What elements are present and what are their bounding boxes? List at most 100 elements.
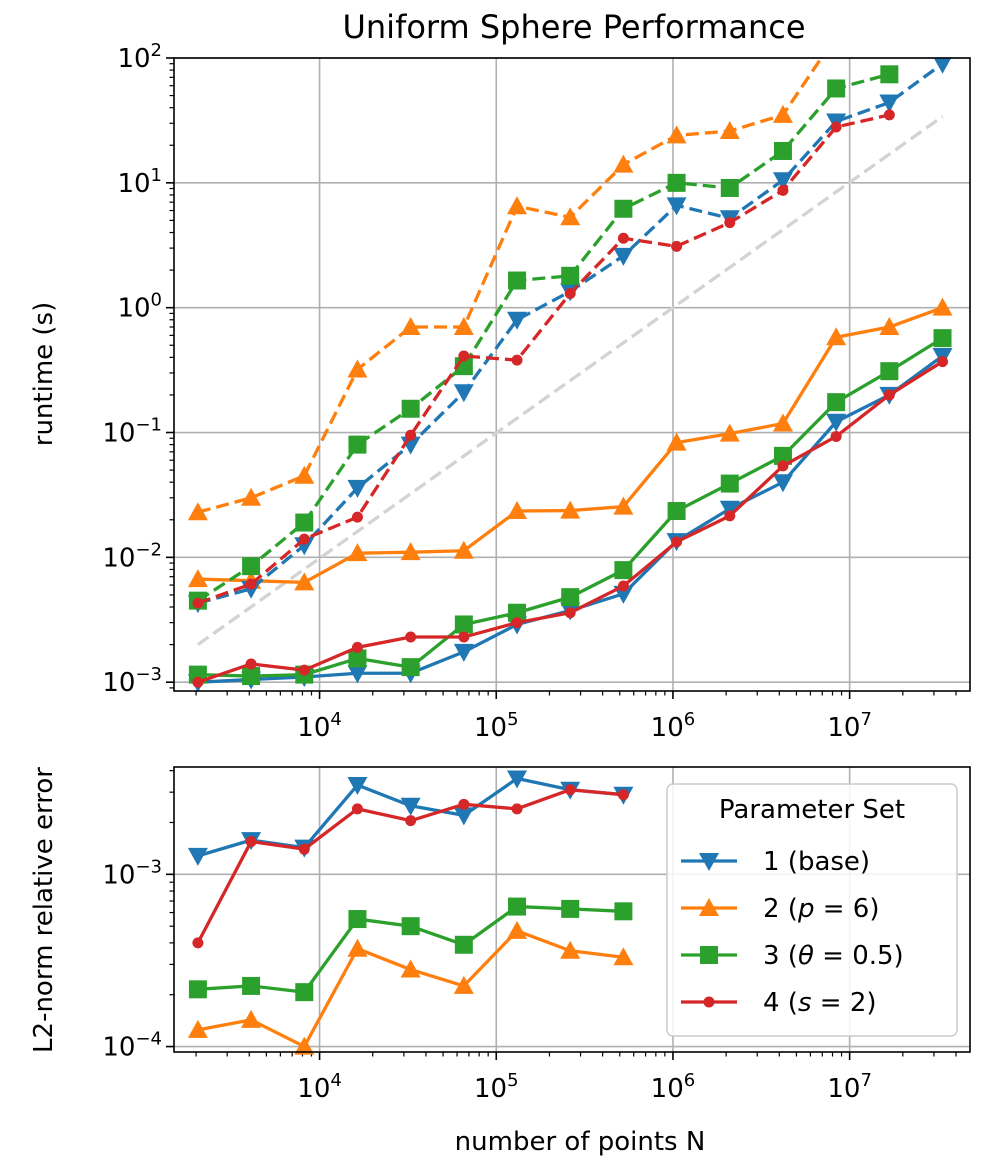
legend-entry-2: 2 (p = 6) bbox=[681, 894, 879, 924]
data-point bbox=[772, 413, 793, 432]
data-point bbox=[614, 199, 633, 218]
data-point bbox=[511, 354, 523, 366]
y-tick-label: 10−4 bbox=[102, 1029, 162, 1063]
chart-title: Uniform Sphere Performance bbox=[342, 8, 805, 46]
runtime-series-4-s-2-dashed-line bbox=[197, 113, 890, 605]
data-point bbox=[400, 959, 421, 978]
x-tick-label: 107 bbox=[827, 709, 872, 743]
data-point bbox=[400, 317, 421, 336]
data-point bbox=[826, 327, 847, 346]
data-point bbox=[508, 271, 527, 290]
data-point bbox=[617, 232, 629, 244]
data-point bbox=[401, 917, 420, 936]
data-point bbox=[667, 173, 686, 192]
legend-entry-4: 4 (s = 2) bbox=[681, 988, 877, 1018]
data-point bbox=[719, 500, 740, 519]
data-point bbox=[454, 935, 473, 954]
data-point bbox=[507, 311, 528, 330]
legend-swatch-marker bbox=[699, 853, 719, 871]
y-tick-label: 10−1 bbox=[102, 415, 162, 449]
data-point bbox=[348, 435, 367, 454]
data-point bbox=[932, 297, 953, 316]
data-point bbox=[187, 847, 208, 866]
data-point bbox=[666, 197, 687, 216]
legend-label: 3 (θ = 0.5) bbox=[763, 941, 904, 971]
legend-entry-1: 1 (base) bbox=[681, 847, 870, 877]
data-point bbox=[933, 329, 952, 348]
data-point bbox=[560, 207, 581, 226]
data-point bbox=[188, 980, 207, 999]
runtime-series-4-s-2-dashed bbox=[192, 109, 895, 609]
data-point bbox=[879, 94, 900, 113]
data-point bbox=[294, 1036, 315, 1055]
runtime-plot: 10−3 10−2 10−1 100 101 102 104 105 106 107 bbox=[102, 40, 971, 743]
data-point bbox=[671, 536, 683, 548]
data-point bbox=[937, 356, 949, 368]
data-point bbox=[458, 631, 470, 643]
data-point bbox=[245, 658, 257, 670]
data-point bbox=[826, 413, 847, 432]
legend-swatch-marker bbox=[700, 946, 718, 964]
error-series-3-0-5 bbox=[188, 897, 633, 1002]
legend-swatch-marker bbox=[699, 898, 719, 916]
data-point bbox=[724, 510, 736, 522]
data-point bbox=[561, 266, 580, 285]
data-point bbox=[883, 109, 895, 121]
y-tick-label: 102 bbox=[117, 40, 162, 74]
y-tick-label: 10−2 bbox=[102, 539, 162, 573]
data-point bbox=[772, 474, 793, 493]
data-point bbox=[351, 803, 363, 815]
data-point bbox=[453, 975, 474, 994]
data-point bbox=[294, 572, 315, 591]
data-point bbox=[187, 502, 208, 521]
error-xlabel: number of points N bbox=[455, 1127, 706, 1157]
runtime-ticks: 10−3 10−2 10−1 100 101 102 104 105 106 107 bbox=[102, 40, 957, 743]
data-point bbox=[192, 676, 204, 688]
data-point bbox=[720, 178, 739, 197]
data-point bbox=[614, 902, 633, 921]
data-point bbox=[613, 247, 634, 266]
error-series-4-s-2 bbox=[192, 784, 629, 949]
data-point bbox=[772, 104, 793, 123]
data-point bbox=[719, 423, 740, 442]
data-point bbox=[564, 784, 576, 796]
error-ylabel: L2-norm relative error bbox=[29, 767, 59, 1053]
reference-line bbox=[196, 115, 944, 646]
data-point bbox=[295, 983, 314, 1002]
data-point bbox=[511, 803, 523, 815]
y-tick-label: 10−3 bbox=[102, 664, 162, 698]
data-point bbox=[667, 502, 686, 521]
data-point bbox=[511, 617, 523, 629]
data-point bbox=[347, 665, 368, 684]
data-point bbox=[564, 607, 576, 619]
data-point bbox=[777, 460, 789, 472]
data-point bbox=[351, 511, 363, 523]
data-point bbox=[561, 899, 580, 918]
data-point bbox=[772, 172, 793, 191]
data-point bbox=[241, 487, 262, 506]
y-tick-label: 100 bbox=[117, 290, 162, 324]
legend-box bbox=[666, 783, 958, 1037]
data-point bbox=[507, 501, 528, 520]
error-series bbox=[187, 770, 634, 1055]
data-point bbox=[773, 141, 792, 160]
data-point bbox=[405, 631, 417, 643]
data-point bbox=[347, 777, 368, 796]
data-point bbox=[564, 287, 576, 299]
data-point bbox=[192, 597, 204, 609]
x-tick-label: 104 bbox=[297, 1070, 342, 1104]
data-point bbox=[241, 1009, 262, 1028]
data-point bbox=[347, 938, 368, 957]
data-point bbox=[666, 125, 687, 144]
data-point bbox=[827, 393, 846, 412]
data-point bbox=[187, 1019, 208, 1038]
legend-label: 2 (p = 6) bbox=[763, 894, 879, 924]
x-tick-label: 105 bbox=[474, 1070, 519, 1104]
data-point bbox=[507, 770, 528, 789]
data-point bbox=[458, 798, 470, 810]
data-point bbox=[508, 897, 527, 916]
data-point bbox=[242, 557, 261, 576]
runtime-series-2-p-6-dashed bbox=[187, 58, 824, 521]
data-point bbox=[671, 240, 683, 252]
